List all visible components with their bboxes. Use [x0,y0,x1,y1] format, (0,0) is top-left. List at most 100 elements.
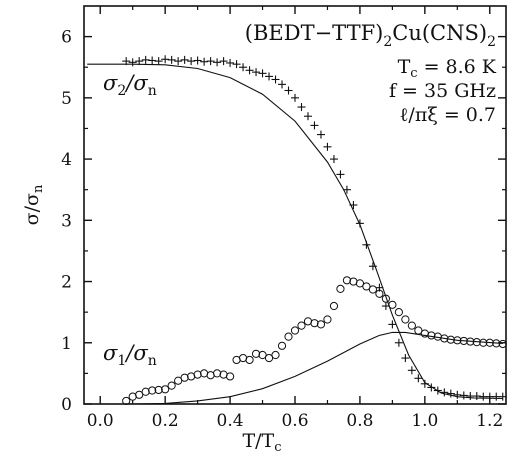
plus-marker [122,57,131,66]
circle-marker [414,326,423,335]
circle-marker [154,385,163,395]
circle-marker [167,381,176,390]
plus-marker [303,112,312,121]
circle-marker [284,332,293,341]
plus-marker [135,57,144,66]
circle-marker [466,337,475,346]
plus-marker [368,262,377,271]
plus-marker [433,386,442,395]
circle-marker [180,373,189,382]
plus-marker [245,66,254,75]
y-tick-label: 1 [61,334,72,354]
circle-marker [368,285,378,294]
tick-labels: 0.0 0.2 0.4 0.6 0.8 1.0 1.2 0 1 2 3 4 5 6 [61,28,503,431]
circle-marker [148,386,157,395]
x-tick-label: 0.6 [281,411,308,431]
plus-marker [355,219,364,228]
circle-marker [498,339,507,349]
plus-marker [446,389,455,398]
plus-marker [329,155,338,164]
ratio-annotation: ℓ/πξ = 0.7 [399,104,496,126]
x-tick-label: 1.0 [411,411,438,431]
circle-marker [472,338,481,347]
plus-marker [167,55,176,64]
material-annotation: (BEDT−TTF)2Cu(CNS)2 [245,21,496,50]
plus-marker [394,338,403,347]
circle-marker [251,349,261,358]
plus-marker [401,354,410,363]
circle-marker [355,279,365,288]
y-tick-label: 5 [61,89,72,109]
circle-marker [407,321,416,330]
plus-marker [252,68,261,77]
plus-marker [219,57,228,66]
plus-marker [407,366,416,375]
plus-marker [316,130,325,139]
circle-marker [245,355,254,365]
plus-marker [498,392,507,401]
circle-marker [492,339,501,348]
circle-marker [394,308,403,317]
plus-marker [174,57,183,66]
circle-marker [485,338,494,347]
plus-marker [388,320,397,329]
plus-marker [200,57,209,66]
y-tick-label: 3 [61,211,72,231]
circle-marker [264,353,274,363]
circle-marker [258,350,267,360]
circle-marker [329,301,339,311]
plus-marker [232,60,241,69]
plus-marker [453,390,462,399]
circle-marker [135,390,144,399]
circle-marker [381,294,390,303]
tc-annotation: Tc = 8.6 K [398,56,497,81]
circle-marker [271,350,280,360]
x-tick-label: 0.2 [152,411,179,431]
y-tick-label: 6 [61,28,72,48]
plus-marker [128,58,137,67]
plus-marker [336,170,345,179]
circle-marker [479,338,488,347]
plus-marker [206,57,215,66]
plus-marker [271,75,280,84]
circle-marker [290,326,300,335]
circle-marker [459,336,468,346]
x-tick-label: 0.4 [217,411,244,431]
circle-marker [161,385,170,394]
plus-marker [440,388,449,397]
circle-marker [375,289,384,298]
sigma1-curve-label: σ1/σn [103,341,157,369]
circle-marker [388,300,397,309]
circle-marker [212,369,222,378]
x-tick-label: 0.8 [346,411,373,431]
x-tick-label: 1.2 [476,411,503,431]
plus-marker [239,63,248,72]
plus-marker [284,86,293,95]
circle-marker [427,331,436,340]
circle-marker [453,336,462,345]
plus-marker [278,80,287,89]
circle-marker [440,334,449,343]
plus-marker [187,57,196,66]
x-tick-label: 0.0 [87,411,114,431]
circle-marker [362,282,371,291]
plus-marker [141,55,150,64]
plus-marker [291,93,299,102]
plus-marker [472,392,481,401]
sigma2-curve-label: σ2/σn [103,71,157,99]
plus-marker [459,391,468,400]
plus-marker [323,142,332,151]
y-tick-label: 2 [61,273,72,293]
circle-marker [122,396,131,406]
circle-marker [336,284,345,293]
y-tick-label: 0 [61,395,72,415]
circle-marker [297,321,306,330]
circle-marker [225,372,235,381]
plus-marker [193,56,202,65]
plus-marker [226,58,235,67]
plus-marker [148,56,157,65]
plus-marker [362,240,371,249]
plus-marker [180,55,189,64]
plus-marker [154,57,163,66]
circle-marker [141,387,150,396]
